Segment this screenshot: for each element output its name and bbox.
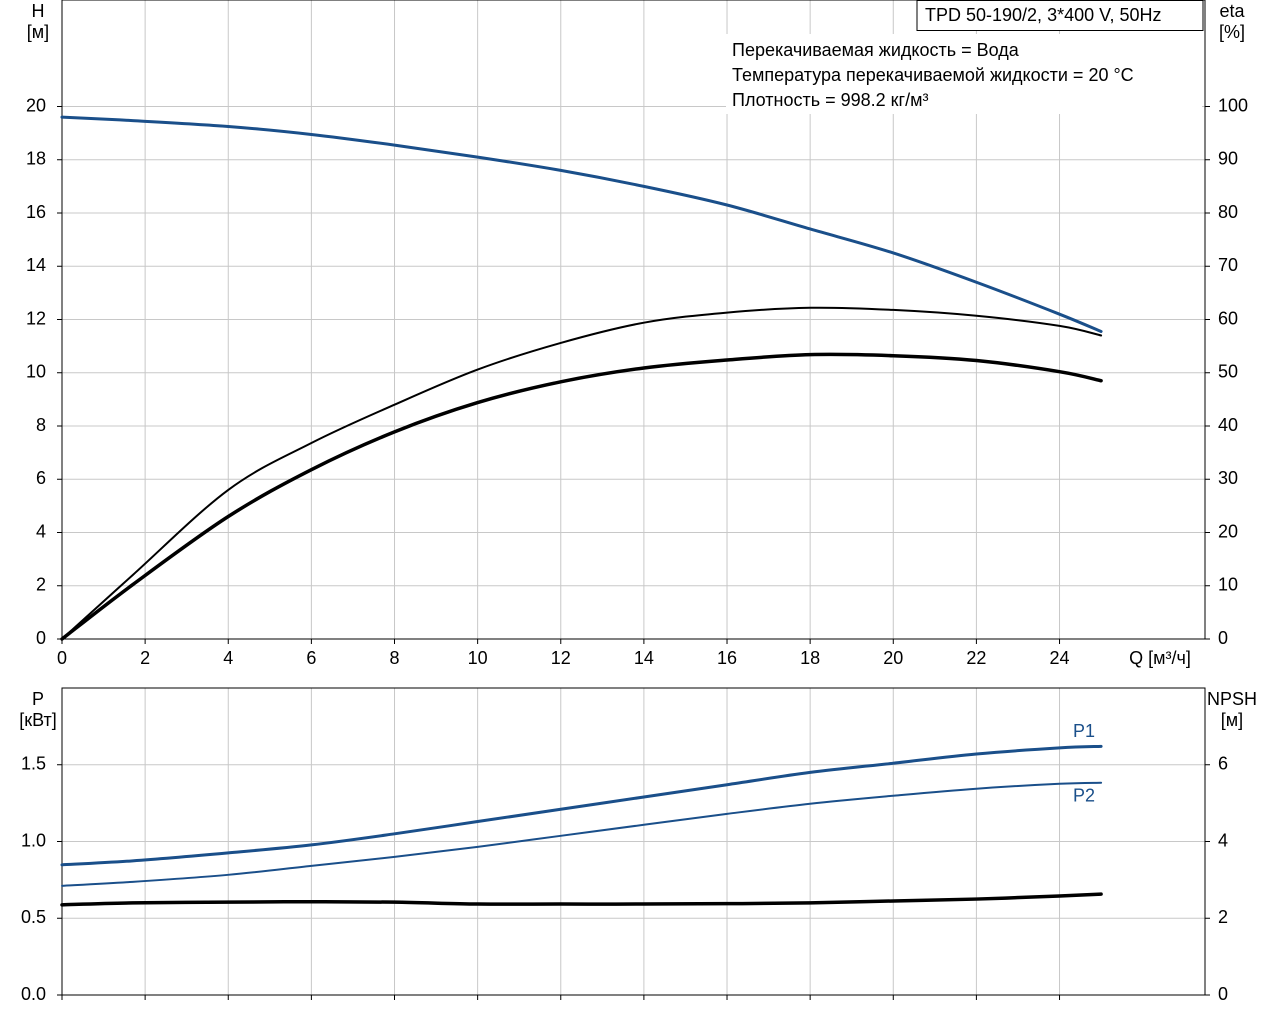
x-axis-label: Q [м³/ч] [1129,648,1191,668]
x-tick-label: 2 [140,648,150,668]
y-tick-label: 1.5 [21,754,46,774]
chart-title: TPD 50-190/2, 3*400 V, 50Hz [925,5,1162,25]
y-tick-label: 8 [36,415,46,435]
y-tick-label: 0 [36,628,46,648]
y2-tick-label: 30 [1218,468,1238,488]
y2-tick-label: 40 [1218,415,1238,435]
y2-axis-unit: [%] [1219,22,1245,42]
annotation-box [726,34,1202,114]
y2-tick-label: 2 [1218,907,1228,927]
data-line [61,306,1103,640]
y-tick-label: 14 [26,255,46,275]
x-tick-label: 12 [551,648,571,668]
y2-tick-label: 20 [1218,521,1238,541]
y-axis-label: H [32,1,45,21]
y-tick-label: 16 [26,202,46,222]
y2-tick-label: 0 [1218,984,1228,1004]
x-tick-label: 16 [717,648,737,668]
x-tick-label: 14 [634,648,654,668]
y-axis-label: P [32,689,44,709]
y-tick-label: 6 [36,468,46,488]
y2-tick-label: 50 [1218,362,1238,382]
y2-tick-label: 60 [1218,308,1238,328]
y-axis-unit: [кВт] [19,710,57,730]
panel: 0.0 0.5 1.0 1.5 0 2 4 6 P[кВт] NPSH[м] P1 P2 [19,687,1257,1004]
y2-axis-label: eta [1219,1,1245,21]
data-line [61,781,1103,887]
x-tick-label: 22 [966,648,986,668]
panel: 0 2 4 6 8 10 12 14 16 18 20 22 240246810121416182001… [26,0,1248,668]
annotation: Плотность = 998.2 кг/м³ [732,90,928,110]
y2-tick-label: 80 [1218,202,1238,222]
y2-tick-label: 10 [1218,575,1238,595]
x-tick-label: 10 [468,648,488,668]
data-line [60,744,1103,867]
y-tick-label: 10 [26,362,46,382]
y-tick-label: 0.5 [21,907,46,927]
x-tick-label: 8 [390,648,400,668]
series-label: P1 [1073,721,1095,741]
y2-tick-label: 4 [1218,830,1228,850]
x-tick-label: 4 [223,648,233,668]
y2-tick-label: 0 [1218,628,1228,648]
y-tick-label: 18 [26,149,46,169]
annotation: Температура перекачиваемой жидкости = 20… [732,65,1134,85]
plot-frame [61,687,1206,996]
y-tick-label: 12 [26,308,46,328]
title-box [916,0,1204,31]
y-tick-label: 0.0 [21,984,46,1004]
y2-tick-label: 100 [1218,95,1248,115]
data-line [60,892,1103,907]
y-tick-label: 2 [36,575,46,595]
y-tick-label: 20 [26,95,46,115]
annotation: Перекачиваемая жидкость = Вода [732,40,1020,60]
y-tick-label: 1.0 [21,830,46,850]
plot-frame [61,0,1206,640]
x-tick-label: 24 [1050,648,1070,668]
series-label: P2 [1073,785,1095,805]
data-line [60,352,1103,641]
x-tick-label: 6 [306,648,316,668]
y2-axis-unit: [м] [1221,710,1243,730]
x-tick-label: 18 [800,648,820,668]
y-tick-label: 4 [36,521,46,541]
y2-tick-label: 6 [1218,754,1228,774]
y-axis-unit: [м] [27,22,49,42]
x-tick-label: 0 [57,648,67,668]
y2-axis-label: NPSH [1207,689,1257,709]
y2-tick-label: 70 [1218,255,1238,275]
y2-tick-label: 90 [1218,149,1238,169]
data-line [60,115,1103,333]
x-tick-label: 20 [883,648,903,668]
